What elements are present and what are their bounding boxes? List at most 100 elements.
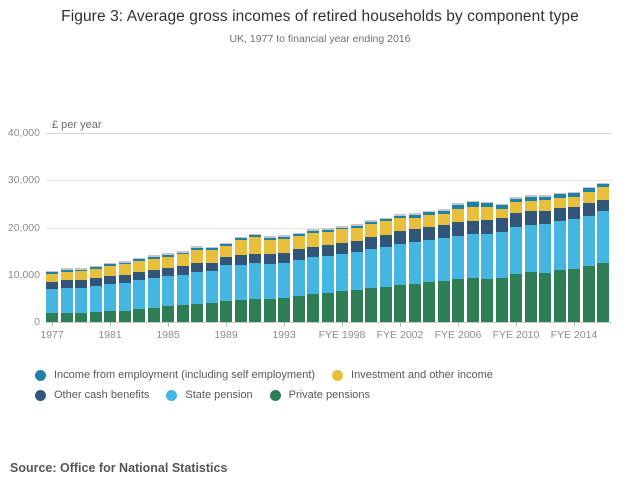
bar-1988	[205, 246, 218, 322]
y-axis-unit-label: £ per year	[52, 119, 102, 131]
bar-1983	[133, 257, 145, 322]
bar-segment	[278, 263, 290, 299]
bar-1982	[118, 261, 131, 322]
bar-segment	[46, 312, 58, 322]
bar-segment	[408, 214, 421, 218]
bar-segment	[46, 274, 58, 282]
chart-title: Figure 3: Average gross incomes of retir…	[61, 8, 579, 25]
legend-label: Income from employment (including self e…	[54, 369, 316, 381]
bar-1979	[75, 268, 87, 322]
x-tick-label: FYE 2006	[434, 329, 482, 341]
bar-segment	[176, 274, 189, 306]
bar-segment	[394, 243, 406, 285]
bar-top-cap	[89, 265, 102, 267]
bar-segment	[263, 239, 276, 254]
bar-segment	[423, 227, 435, 241]
bar-top-cap	[263, 236, 276, 238]
bar-1978	[60, 268, 73, 322]
bar-top-cap	[162, 253, 174, 255]
bar-segment	[249, 235, 261, 238]
bar-segment	[524, 271, 537, 322]
bar-fye-2003	[408, 213, 421, 322]
bar-segment	[278, 239, 290, 254]
bar-segment	[553, 221, 566, 271]
bar-segment	[510, 273, 522, 322]
bar-segment	[234, 300, 247, 322]
x-axis-tick	[110, 322, 111, 327]
bar-segment	[553, 270, 566, 322]
x-axis-line	[46, 322, 612, 323]
bar-segment	[60, 280, 73, 288]
bar-1986	[176, 251, 189, 322]
bar-1981	[104, 262, 116, 322]
legend: Income from employment (including self e…	[35, 369, 615, 409]
bar-segment	[147, 308, 160, 322]
bar-segment	[321, 231, 334, 246]
bar-segment	[205, 303, 218, 322]
bar-segment	[118, 262, 131, 265]
bar-segment	[220, 301, 232, 322]
bar-top-cap	[408, 213, 421, 215]
bar-segment	[292, 259, 305, 297]
bar-top-cap	[394, 214, 406, 216]
bar-top-cap	[205, 246, 218, 249]
bar-segment	[205, 262, 218, 272]
bar-segment	[176, 254, 189, 267]
bar-top-cap	[539, 195, 551, 197]
bar-segment	[394, 215, 406, 219]
bar-top-cap	[582, 186, 595, 189]
bar-segment	[191, 247, 203, 250]
bar-segment	[321, 245, 334, 256]
bar-segment	[379, 219, 392, 222]
legend-label: Other cash benefits	[54, 389, 150, 401]
bar-segment	[553, 207, 566, 222]
bar-segment	[133, 261, 145, 272]
x-tick-label: FYE 2002	[376, 329, 424, 341]
bar-segment	[452, 209, 464, 223]
bar-segment	[379, 286, 392, 322]
bar-top-cap	[147, 255, 160, 257]
bar-segment	[321, 292, 334, 322]
bar-segment	[350, 225, 363, 228]
bar-segment	[191, 304, 203, 322]
bar-segment	[118, 283, 131, 311]
bar-segment	[75, 279, 87, 288]
bar-segment	[539, 196, 551, 201]
bar-top-cap	[292, 232, 305, 235]
x-axis-tick	[226, 322, 227, 327]
legend-row: Other cash benefits State pension Private …	[35, 389, 615, 401]
bar-segment	[408, 242, 421, 284]
bar-top-cap	[249, 233, 261, 236]
bar-segment	[147, 256, 160, 259]
legend-swatch-icon	[35, 389, 46, 401]
legend-label: State pension	[185, 389, 253, 401]
bar-segment	[133, 280, 145, 310]
legend-item: State pension	[166, 389, 253, 401]
bar-segment	[321, 229, 334, 232]
x-axis-tick	[52, 322, 53, 327]
bar-top-cap	[234, 236, 247, 239]
x-tick-label: 1985	[156, 329, 180, 341]
x-axis-tick	[516, 322, 517, 327]
bar-segment	[466, 220, 479, 235]
bar-segment	[510, 202, 522, 214]
bar-top-cap	[191, 246, 203, 248]
bar-top-cap	[379, 217, 392, 220]
bar-segment	[118, 310, 131, 322]
bar-segment	[495, 205, 508, 209]
bar-segment	[46, 272, 58, 275]
bar-segment	[60, 312, 73, 322]
bar-segment	[75, 269, 87, 272]
bar-segment	[292, 234, 305, 237]
bar-segment	[350, 241, 363, 253]
bar-segment	[234, 264, 247, 301]
bar-top-cap	[597, 182, 609, 185]
bar-segment	[510, 198, 522, 203]
bar-fye-2014	[568, 191, 580, 322]
bar-top-cap	[46, 270, 58, 273]
bar-segment	[147, 258, 160, 270]
bar-segment	[379, 221, 392, 236]
bar-top-cap	[495, 203, 508, 206]
bar-segment	[539, 200, 551, 211]
